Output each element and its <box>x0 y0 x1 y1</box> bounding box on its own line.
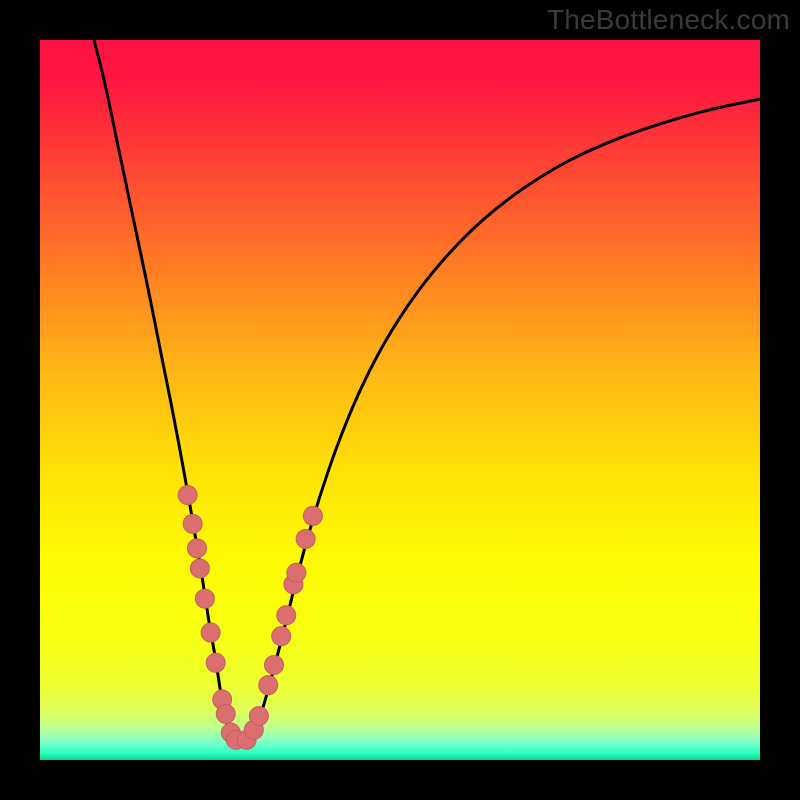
watermark-text: TheBottleneck.com <box>547 4 790 36</box>
data-marker <box>187 539 206 558</box>
data-marker <box>259 676 278 695</box>
data-marker <box>249 707 268 726</box>
data-marker <box>216 704 235 723</box>
data-marker <box>296 529 315 548</box>
data-marker <box>195 589 214 608</box>
data-marker <box>183 514 202 533</box>
data-marker <box>303 506 322 525</box>
data-marker <box>206 653 225 672</box>
data-marker <box>201 623 220 642</box>
data-marker <box>178 486 197 505</box>
data-marker <box>287 563 306 582</box>
data-marker <box>265 655 284 674</box>
chart-frame: TheBottleneck.com <box>0 0 800 800</box>
data-marker <box>272 627 291 646</box>
data-marker <box>190 559 209 578</box>
bottleneck-chart <box>40 40 760 760</box>
data-marker <box>277 606 296 625</box>
gradient-background <box>40 40 760 760</box>
